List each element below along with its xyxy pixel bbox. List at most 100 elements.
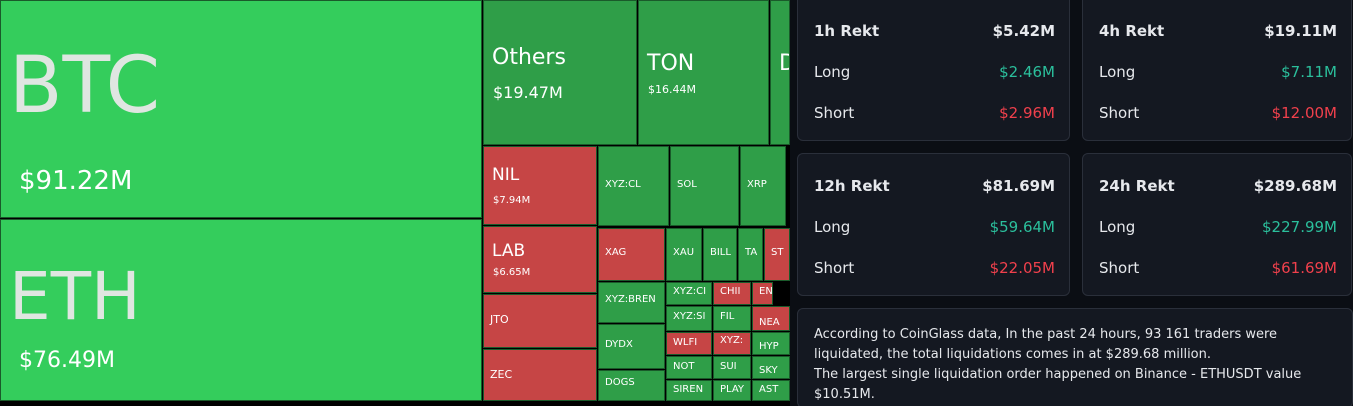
stat-row: 4h Rekt $19.11M (1099, 22, 1337, 42)
tile-label: XAU (673, 247, 695, 258)
stat-value: $7.11M (1281, 63, 1337, 81)
note-line: According to CoinGlass data, In the past… (814, 327, 1278, 362)
rekt-card: 4h Rekt $19.11M Long $7.11M Short $12.00M (1082, 0, 1352, 141)
treemap-tile[interactable]: BTC $91.22M (0, 0, 482, 218)
stat-row: Long $227.99M (1099, 218, 1337, 238)
treemap-tile[interactable]: JTO (483, 294, 597, 348)
stat-label: 1h Rekt (814, 22, 880, 40)
stat-row: Short $12.00M (1099, 104, 1337, 124)
treemap-tile[interactable]: ZEC (483, 349, 597, 401)
treemap-tile[interactable]: SUI (713, 356, 751, 379)
tile-label: PLAY (720, 384, 745, 395)
stat-value: $59.64M (989, 218, 1055, 236)
treemap-tile[interactable]: WLFI (666, 332, 712, 355)
stat-row: Long $2.46M (814, 63, 1055, 83)
tile-label: FIL (720, 311, 735, 322)
tile-label: JTO (490, 313, 509, 326)
treemap-tile[interactable]: AST (752, 380, 790, 401)
stat-label: Long (1099, 218, 1136, 236)
treemap-tile[interactable]: SOL (670, 146, 739, 226)
treemap-tile[interactable]: DYDX (598, 324, 665, 369)
treemap-tile[interactable]: PLAY (713, 380, 751, 401)
summary-note: According to CoinGlass data, In the past… (797, 308, 1353, 406)
treemap-tile[interactable]: BILL (703, 228, 737, 281)
tile-value: $7.94M (493, 195, 531, 206)
treemap-tile[interactable]: XYZ: (713, 332, 751, 355)
treemap-tile[interactable]: NIL $7.94M (483, 146, 597, 225)
stat-label: Short (1099, 104, 1140, 122)
tile-label: XYZ: (720, 335, 744, 346)
tile-label: ETH (9, 258, 141, 335)
stat-label: Long (1099, 63, 1136, 81)
tile-label: NOT (673, 361, 695, 372)
tile-value: $19.47M (493, 83, 563, 102)
treemap-tile[interactable]: EN (752, 282, 773, 305)
treemap-tile[interactable]: CHII (713, 282, 751, 305)
tile-label: XYZ:CL (605, 179, 641, 190)
stat-label: 12h Rekt (814, 177, 890, 195)
tile-label: LAB (492, 241, 526, 261)
treemap-tile[interactable]: NOT (666, 356, 712, 379)
treemap-tile[interactable]: ST (764, 228, 790, 281)
stat-value: $227.99M (1262, 218, 1337, 236)
tile-label: CHII (720, 286, 741, 297)
tile-label: HYP (759, 341, 779, 352)
stat-label: Short (814, 259, 855, 277)
stat-row: Short $2.96M (814, 104, 1055, 124)
tile-value: $6.65M (493, 267, 531, 278)
stat-value: $12.00M (1271, 104, 1337, 122)
stat-row: 24h Rekt $289.68M (1099, 177, 1337, 197)
tile-label: XYZ:CI (673, 286, 707, 297)
stat-value: $22.05M (989, 259, 1055, 277)
treemap-tile[interactable]: XYZ:SI (666, 306, 712, 331)
tile-label: Others (492, 45, 566, 70)
stat-label: 4h Rekt (1099, 22, 1165, 40)
rekt-card: 1h Rekt $5.42M Long $2.46M Short $2.96M (797, 0, 1070, 141)
stat-value: $19.11M (1264, 22, 1337, 40)
treemap-tile[interactable]: Others $19.47M (483, 0, 637, 145)
treemap-tile[interactable]: XAG (598, 228, 665, 281)
tile-label: NEA (759, 317, 780, 328)
tile-label: TA (745, 247, 758, 258)
stat-label: Short (1099, 259, 1140, 277)
stat-row: Long $7.11M (1099, 63, 1337, 83)
stat-row: Long $59.64M (814, 218, 1055, 238)
treemap-tile[interactable]: DOGS (598, 370, 665, 401)
treemap-tile[interactable]: HYP (752, 332, 790, 355)
stat-value: $81.69M (982, 177, 1055, 195)
tile-value: $76.49M (19, 348, 115, 373)
tile-label: EN (759, 286, 773, 297)
tile-label: SOL (677, 179, 697, 190)
treemap-tile[interactable]: TA (738, 228, 763, 281)
tile-value: $16.44M (648, 83, 696, 96)
tile-label: WLFI (673, 337, 698, 348)
tile-label: SKY (759, 365, 778, 376)
treemap-tile[interactable]: LAB $6.65M (483, 226, 597, 293)
treemap-tile[interactable]: SKY (752, 356, 790, 379)
tile-label: AST (759, 384, 779, 395)
note-line: The largest single liquidation order hap… (814, 367, 1302, 402)
treemap-tile[interactable]: XYZ:CL (598, 146, 669, 226)
stat-row: 1h Rekt $5.42M (814, 22, 1055, 42)
tile-label: XAG (605, 247, 627, 258)
tile-label: D (779, 51, 789, 76)
treemap-tile[interactable]: FIL (713, 306, 751, 331)
treemap-tile[interactable]: XYZ:BREN (598, 282, 665, 323)
treemap-tile[interactable]: SIREN (666, 380, 712, 401)
tile-label: ST (771, 247, 784, 258)
rekt-card: 12h Rekt $81.69M Long $59.64M Short $22.05M (797, 153, 1070, 296)
rekt-card: 24h Rekt $289.68M Long $227.99M Short $61.69M (1082, 153, 1352, 296)
treemap-tile[interactable]: XRP (740, 146, 786, 226)
treemap-tile[interactable]: NEA (752, 306, 790, 331)
stat-value: $2.46M (999, 63, 1055, 81)
stat-value: $289.68M (1253, 177, 1337, 195)
treemap-tile[interactable]: D (770, 0, 790, 145)
stat-label: 24h Rekt (1099, 177, 1175, 195)
treemap-tile[interactable]: TON $16.44M (638, 0, 769, 145)
treemap-tile[interactable]: ETH $76.49M (0, 219, 482, 401)
tile-value: $91.22M (19, 166, 133, 196)
treemap-tile[interactable]: XYZ:CI (666, 282, 712, 305)
tile-label: DYDX (605, 339, 633, 350)
stat-value: $2.96M (999, 104, 1055, 122)
treemap-tile[interactable]: XAU (666, 228, 702, 281)
